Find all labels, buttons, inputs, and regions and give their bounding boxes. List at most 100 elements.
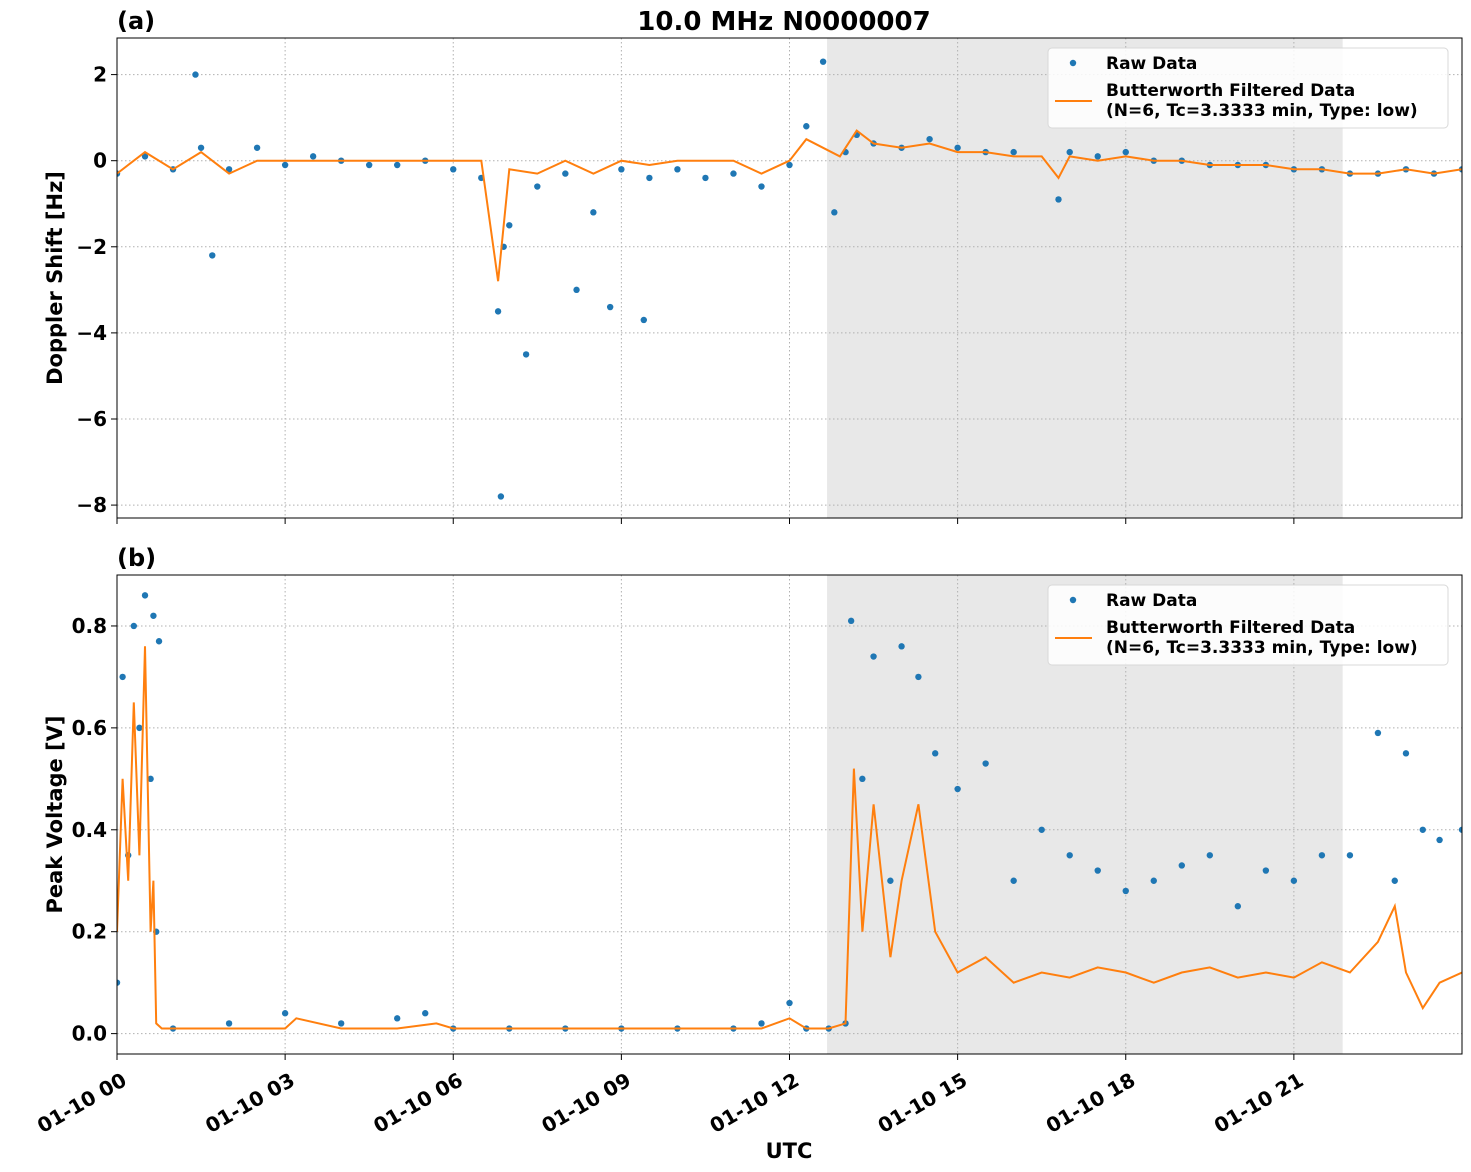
raw-data-point [1055,196,1062,203]
raw-data-point [147,775,154,783]
y-tick-label: −2 [76,235,107,259]
raw-data-point [1094,867,1101,874]
raw-data-point [1010,148,1017,156]
raw-data-point [117,979,121,986]
legend-raw-marker [1069,596,1077,604]
y-tick-label: 0.2 [72,920,107,944]
y-tick-label: −6 [76,407,107,431]
raw-data-point [819,58,827,65]
raw-data-point [870,653,877,660]
x-tick-labels: 01-10 00 01-10 03 01-10 06 01-10 09 01-10 12… [33,1068,1307,1138]
raw-data-point [141,153,149,160]
raw-data-point [1234,903,1242,910]
y-tick-label: 0.0 [72,1022,107,1046]
figure-title: 10.0 MHz N0000007 [637,7,930,37]
legend-filtered-label: (N=6, Tc=3.3333 min, Type: low) [1106,101,1418,121]
x-tick-label: 01-10 03 [201,1068,299,1138]
raw-data-point [562,170,569,177]
plot-area [117,592,1462,1032]
y-tick-label: −4 [76,321,107,345]
legend-raw-label: Raw Data [1106,591,1197,611]
raw-data-point [1066,852,1073,859]
raw-data-point [954,785,961,793]
x-axis-label: UTC [766,1139,813,1163]
y-tick-label: −8 [76,493,107,517]
raw-data-point [209,252,216,259]
raw-data-point [887,877,894,884]
plot-area [117,58,1462,500]
raw-data-point [192,71,199,78]
raw-data-point [1346,852,1354,859]
raw-data-point [932,750,939,757]
panel-a-doppler: 2 0 −2 −4 −6 −8 (a) Doppler Shift [Hz] Raw Data B… [43,7,1463,524]
raw-data-point [281,1010,289,1017]
raw-data-point [982,760,989,767]
raw-data-point [702,174,709,182]
raw-data-point [1290,877,1298,884]
legend-box [1047,584,1449,666]
raw-data-point [394,161,401,169]
raw-data-point [497,493,505,500]
y-tick-label: 0.4 [72,818,107,842]
y-axis-label: Peak Voltage [V] [43,715,67,913]
raw-data-point [225,1020,233,1027]
raw-data-point [1402,750,1410,757]
raw-data-point [1206,852,1214,859]
raw-data-point [590,209,597,216]
raw-data-point [394,1015,401,1022]
x-tick-label: 01-10 21 [1210,1068,1308,1138]
panel-b-peak-voltage: 0.0 0.2 0.4 0.6 0.8 (b) Peak Voltage [V] Raw Da… [43,544,1463,1060]
raw-data-point [141,592,149,599]
raw-data-point [1436,836,1443,844]
x-tick-label: 01-10 00 [33,1068,131,1138]
raw-data-point [1094,153,1101,160]
raw-data-point [847,617,855,625]
raw-data-point [281,161,289,169]
panel-label: (a) [117,7,155,35]
raw-data-point [130,622,138,630]
raw-data-point [758,183,765,190]
raw-data-point [155,638,163,645]
raw-data-point [1374,729,1382,737]
x-tick-label: 01-10 06 [369,1068,467,1138]
raw-data-point [573,286,580,294]
legend-filtered-label: Butterworth Filtered Data [1106,618,1355,638]
y-axis-label: Doppler Shift [Hz] [43,171,67,385]
raw-data-point [506,222,513,229]
filtered-data-line [117,129,1462,282]
x-tick-label: 01-10 18 [1042,1068,1140,1138]
raw-data-point [915,673,922,681]
legend: Raw Data Butterworth Filtered Data(N=6, T… [1047,584,1449,666]
raw-data-point [1122,887,1129,895]
raw-data-point [606,303,614,311]
legend-filtered-label: Butterworth Filtered Data [1106,81,1355,101]
legend-raw-label: Raw Data [1106,54,1197,74]
raw-data-point [365,161,373,169]
raw-data-point [786,161,793,169]
raw-data-point [422,1010,429,1017]
raw-data-point [831,209,838,216]
raw-data-point [253,144,261,151]
y-tick-label: 0.6 [72,716,107,740]
raw-data-point [646,174,653,182]
raw-data-point [730,170,737,177]
x-tick-label: 01-10 09 [537,1068,635,1138]
raw-data-point [309,153,317,160]
raw-data-point [337,1020,345,1027]
raw-data-point [803,123,810,130]
raw-data-point [1391,877,1398,884]
raw-data-point [1066,148,1073,156]
raw-data-point [926,135,933,143]
raw-data-point [859,775,866,783]
raw-data-point [119,673,126,681]
legend: Raw Data Butterworth Filtered Data(N=6, T… [1047,47,1449,129]
legend-filtered-label: (N=6, Tc=3.3333 min, Type: low) [1106,638,1418,658]
raw-data-point [618,166,625,173]
raw-data-point [1318,852,1326,859]
raw-data-point [522,351,530,358]
raw-data-point [1262,867,1270,874]
raw-data-point [450,166,457,173]
raw-data-point [136,724,143,732]
raw-data-point [898,643,905,650]
raw-data-point [786,999,793,1007]
